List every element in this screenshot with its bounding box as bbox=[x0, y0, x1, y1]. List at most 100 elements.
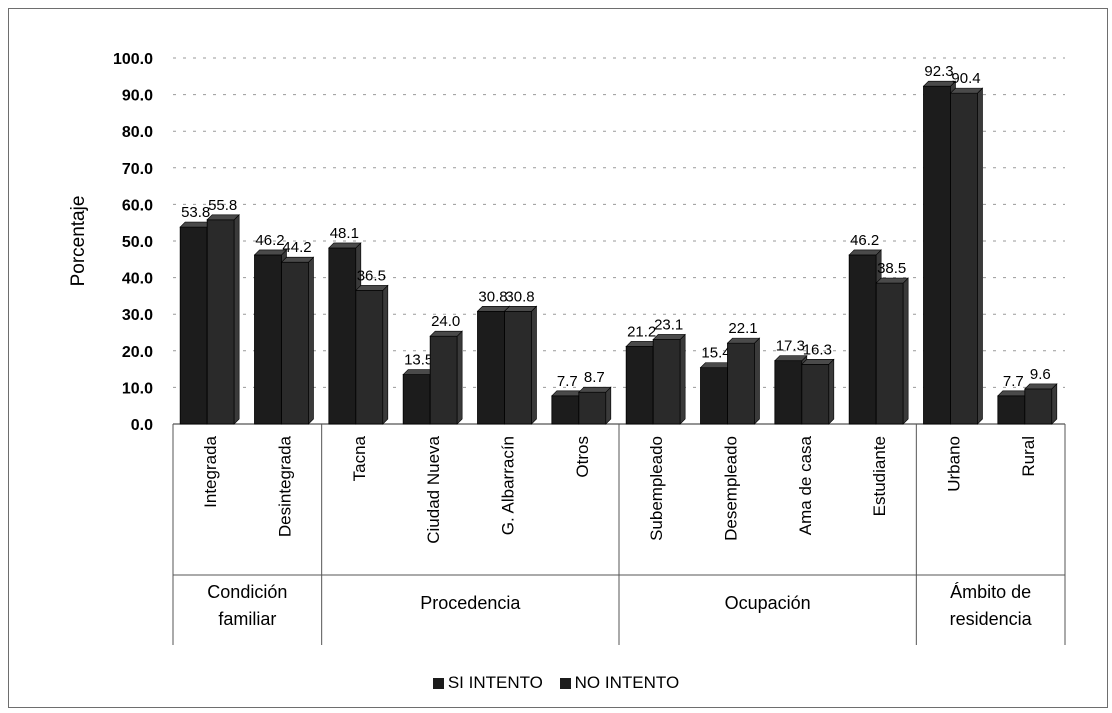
bar-top bbox=[328, 242, 362, 249]
data-label: 46.2 bbox=[850, 232, 879, 249]
data-label: 30.8 bbox=[478, 288, 507, 305]
bar-top bbox=[949, 87, 984, 94]
category-label: Desintegrada bbox=[276, 435, 295, 537]
bar bbox=[551, 395, 580, 425]
bar-side bbox=[531, 305, 537, 425]
bar-top bbox=[726, 337, 761, 344]
y-tick-label: 60.0 bbox=[122, 197, 153, 214]
y-tick-label: 0.0 bbox=[131, 417, 153, 434]
bar-top bbox=[429, 330, 463, 337]
data-label: 48.1 bbox=[330, 225, 359, 242]
bar-top bbox=[1024, 383, 1058, 390]
bar-side bbox=[1051, 383, 1058, 425]
category-label: Desempleado bbox=[722, 436, 741, 541]
bar-top bbox=[922, 80, 957, 87]
data-label: 13.5 bbox=[404, 352, 433, 369]
bar-top bbox=[253, 249, 288, 256]
bar-side bbox=[605, 386, 612, 425]
bar bbox=[848, 254, 877, 425]
bar bbox=[206, 219, 235, 425]
bar bbox=[875, 282, 904, 425]
bar bbox=[625, 346, 654, 425]
legend-item-no: NO INTENTO bbox=[559, 673, 680, 693]
y-tick-label: 50.0 bbox=[122, 234, 153, 251]
bar bbox=[997, 395, 1026, 425]
y-tick-label: 30.0 bbox=[122, 307, 153, 324]
group-label: Condición bbox=[207, 582, 287, 602]
bar bbox=[923, 85, 951, 425]
data-label: 30.8 bbox=[505, 288, 534, 305]
data-label: 44.2 bbox=[282, 239, 311, 256]
bar-top bbox=[476, 305, 511, 312]
bar-top bbox=[503, 305, 538, 312]
category-label: Integrada bbox=[201, 435, 220, 507]
category-label: G. Albarracín bbox=[499, 436, 518, 535]
legend-label-si: SI INTENTO bbox=[447, 673, 543, 692]
legend-item-si: SI INTENTO bbox=[432, 673, 543, 693]
data-label: 53.8 bbox=[181, 204, 210, 221]
bar bbox=[254, 254, 282, 425]
bar-side bbox=[456, 330, 463, 425]
bar bbox=[179, 226, 208, 425]
data-label: 7.7 bbox=[557, 373, 578, 390]
group-label: familiar bbox=[218, 609, 276, 629]
bar-side bbox=[308, 256, 314, 425]
bar bbox=[578, 391, 607, 425]
data-label: 55.8 bbox=[208, 197, 237, 214]
y-tick-label: 90.0 bbox=[122, 88, 153, 105]
data-label: 90.4 bbox=[951, 70, 980, 87]
y-tick-label: 20.0 bbox=[122, 344, 153, 361]
bar bbox=[504, 310, 532, 425]
bar-top bbox=[206, 214, 240, 221]
y-tick-label: 40.0 bbox=[122, 271, 153, 288]
bar bbox=[652, 339, 681, 425]
legend-label-no: NO INTENTO bbox=[574, 673, 680, 692]
legend-swatch-no bbox=[559, 677, 571, 689]
category-label: Tacna bbox=[350, 435, 369, 481]
bar-side bbox=[233, 214, 240, 425]
bar bbox=[281, 261, 309, 425]
group-label: Ámbito de bbox=[950, 582, 1031, 602]
bar-top bbox=[875, 277, 909, 284]
legend: SI INTENTO NO INTENTO bbox=[0, 673, 1112, 694]
bar-top bbox=[848, 249, 882, 256]
data-label: 9.6 bbox=[1030, 366, 1051, 383]
bar bbox=[355, 290, 384, 425]
bar-side bbox=[828, 358, 835, 425]
category-label: Ciudad Nueva bbox=[424, 435, 443, 543]
bar bbox=[402, 374, 431, 425]
y-axis-label: Porcentaje bbox=[68, 196, 89, 287]
group-label: residencia bbox=[950, 609, 1033, 629]
bar-top bbox=[280, 256, 315, 263]
bar-top bbox=[652, 334, 686, 340]
y-tick-label: 70.0 bbox=[122, 161, 153, 178]
data-label: 15.4 bbox=[701, 345, 730, 362]
bar-side bbox=[679, 333, 686, 425]
bar bbox=[774, 360, 803, 425]
category-label: Rural bbox=[1019, 436, 1038, 477]
bar-side bbox=[902, 277, 909, 425]
y-tick-label: 10.0 bbox=[122, 380, 153, 397]
data-label: 46.2 bbox=[255, 232, 284, 249]
bar bbox=[1024, 388, 1053, 425]
data-label: 16.3 bbox=[803, 341, 832, 358]
data-label: 17.3 bbox=[776, 338, 805, 355]
bar-side bbox=[977, 87, 983, 425]
data-label: 7.7 bbox=[1003, 373, 1024, 390]
data-label: 92.3 bbox=[924, 63, 953, 80]
category-label: Subempleado bbox=[647, 436, 666, 541]
bar-top bbox=[578, 386, 612, 393]
bar bbox=[727, 342, 755, 425]
bar bbox=[477, 310, 505, 425]
bar bbox=[700, 367, 728, 425]
data-label: 38.5 bbox=[877, 260, 906, 277]
category-label: Otros bbox=[573, 436, 592, 478]
category-label: Urbano bbox=[945, 436, 964, 492]
bar bbox=[429, 335, 458, 425]
data-label: 8.7 bbox=[584, 369, 605, 386]
y-tick-label: 80.0 bbox=[122, 124, 153, 141]
bar-top bbox=[774, 355, 808, 361]
bar bbox=[801, 363, 830, 425]
bar-top bbox=[355, 285, 389, 291]
